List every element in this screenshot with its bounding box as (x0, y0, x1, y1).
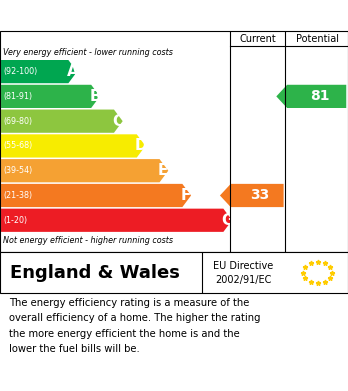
Polygon shape (220, 184, 284, 207)
Text: The energy efficiency rating is a measure of the
overall efficiency of a home. T: The energy efficiency rating is a measur… (9, 298, 260, 354)
Polygon shape (1, 60, 77, 83)
Text: Potential: Potential (295, 34, 339, 43)
Polygon shape (1, 209, 232, 232)
Text: Energy Efficiency Rating: Energy Efficiency Rating (10, 7, 239, 25)
Text: EU Directive
2002/91/EC: EU Directive 2002/91/EC (213, 261, 274, 285)
Text: 33: 33 (250, 188, 270, 203)
Text: (92-100): (92-100) (3, 67, 38, 76)
Text: E: E (158, 163, 168, 178)
Polygon shape (1, 109, 123, 133)
Polygon shape (1, 85, 100, 108)
Polygon shape (276, 85, 346, 108)
Text: England & Wales: England & Wales (10, 264, 180, 282)
Text: (39-54): (39-54) (3, 166, 33, 175)
Text: Not energy efficient - higher running costs: Not energy efficient - higher running co… (3, 236, 174, 245)
Text: F: F (181, 188, 191, 203)
Text: B: B (89, 89, 101, 104)
Text: G: G (222, 213, 234, 228)
Text: (69-80): (69-80) (3, 117, 33, 126)
Text: (55-68): (55-68) (3, 142, 33, 151)
Text: (81-91): (81-91) (3, 92, 33, 101)
Text: (1-20): (1-20) (3, 216, 27, 225)
Text: (21-38): (21-38) (3, 191, 33, 200)
Text: A: A (66, 64, 78, 79)
Polygon shape (1, 184, 191, 207)
Text: 81: 81 (310, 90, 329, 103)
Text: Current: Current (239, 34, 276, 43)
Text: D: D (135, 138, 148, 153)
Polygon shape (1, 159, 168, 182)
Polygon shape (1, 135, 145, 158)
Text: C: C (112, 114, 123, 129)
Text: Very energy efficient - lower running costs: Very energy efficient - lower running co… (3, 48, 173, 57)
